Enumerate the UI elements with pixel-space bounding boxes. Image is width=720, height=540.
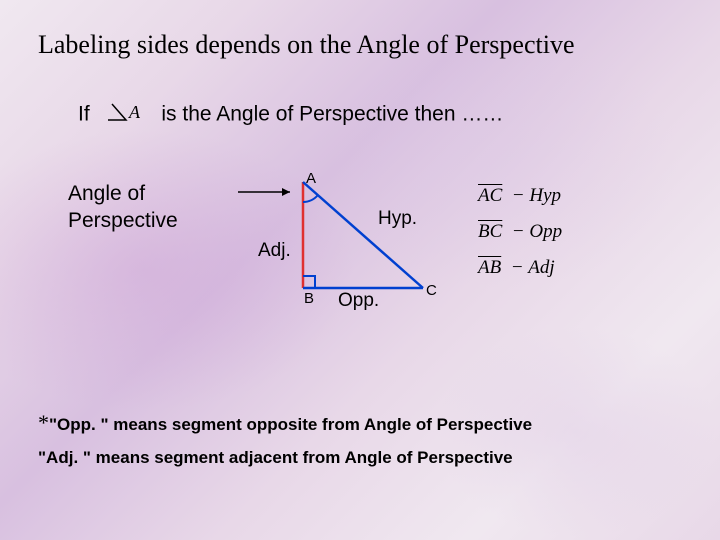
eq-hyp: AC − Hyp — [478, 178, 562, 214]
vertex-b-label: B — [304, 290, 314, 307]
eq-adj: AB − Adj — [478, 250, 562, 286]
eq3-label: Adj — [528, 257, 554, 278]
footer-notes: *"Opp. " means segment opposite from Ang… — [38, 410, 682, 480]
foot1-text: "Opp. " means segment opposite from Angl… — [49, 415, 532, 434]
eq2-seg: BC — [478, 221, 502, 242]
eq2-label: Opp — [529, 221, 562, 242]
footnote-adj: "Adj. " means segment adjacent from Angl… — [38, 448, 682, 468]
vertex-c-label: C — [426, 282, 437, 299]
triangle-diagram: A B C Hyp. Opp. Adj. — [228, 170, 448, 320]
opp-label: Opp. — [338, 290, 379, 312]
eq-opp: BC − Opp — [478, 214, 562, 250]
adj-label: Adj. — [258, 240, 291, 262]
then-text: is the Angle of Perspective then …… — [161, 103, 503, 126]
eq1-seg: AC — [478, 185, 502, 206]
if-text: If — [78, 103, 90, 126]
eq3-seg: AB — [478, 257, 501, 278]
middle-row: Angle of Perspective A B C H — [68, 170, 682, 320]
svg-text:A: A — [128, 102, 141, 122]
eq1-label: Hyp — [529, 185, 561, 206]
hyp-label: Hyp. — [378, 208, 417, 230]
footnote-opp: *"Opp. " means segment opposite from Ang… — [38, 410, 682, 436]
equations-block: AC − Hyp BC − Opp AB − Adj — [478, 170, 562, 286]
aop-line1: Angle of — [68, 182, 145, 205]
vertex-a-label: A — [306, 170, 316, 187]
slide-content: Labeling sides depends on the Angle of P… — [0, 0, 720, 540]
foot2-text: "Adj. " means segment adjacent from Angl… — [38, 448, 513, 467]
angle-a-symbol: A — [106, 100, 146, 130]
asterisk: * — [38, 410, 49, 435]
angle-of-perspective-label: Angle of Perspective — [68, 170, 198, 235]
aop-line2: Perspective — [68, 209, 178, 232]
premise-line: If A is the Angle of Perspective then …… — [78, 100, 682, 130]
slide-title: Labeling sides depends on the Angle of P… — [38, 30, 682, 60]
